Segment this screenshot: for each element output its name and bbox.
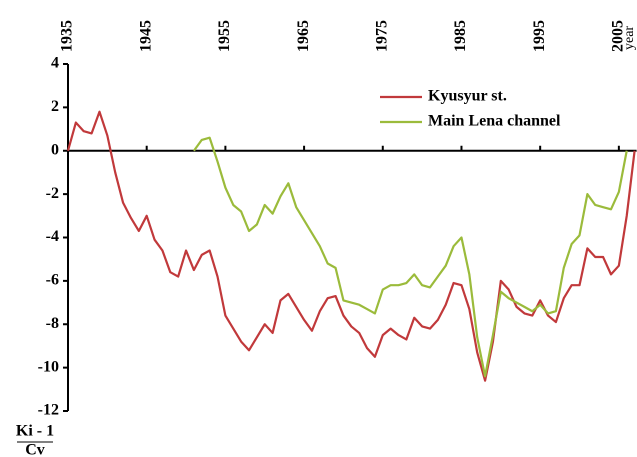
y-tick-label: -8 [46,315,59,332]
x-tick-label: 1985 [452,20,469,52]
series-line [193,136,628,378]
x-label: year [622,26,637,50]
y-tick-label: 2 [51,98,59,115]
y-tick-label: 0 [51,141,59,158]
y-tick-label: 4 [51,55,59,72]
series-line [66,110,636,382]
y-tick-label: -4 [46,228,59,245]
legend-label: Kyusyur st. [428,88,507,105]
legend-label: Main Lena channel [428,113,561,130]
y-tick-label: -10 [38,358,59,375]
x-tick-label: 1955 [216,20,233,52]
x-tick-label: 2005 [610,20,627,52]
x-tick-label: 1945 [137,20,154,52]
y-tick-label: -12 [38,402,59,419]
x-tick-label: 1935 [59,20,76,52]
y-label-denominator: Cv [25,442,45,457]
x-tick-label: 1975 [373,20,390,52]
y-tick-label: -2 [46,185,59,202]
x-tick-label: 1965 [295,20,312,52]
x-tick-label: 1995 [531,20,548,52]
y-tick-label: -6 [46,272,59,289]
y-label-numerator: Ki - 1 [16,423,54,440]
